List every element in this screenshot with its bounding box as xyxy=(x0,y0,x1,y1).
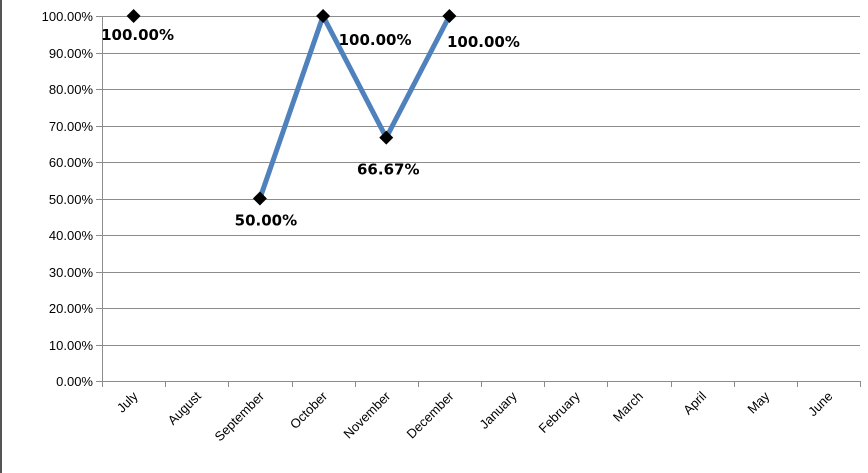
y-tick-label: 30.00% xyxy=(49,265,94,280)
y-tick-label: 50.00% xyxy=(49,192,94,207)
series-line-segment xyxy=(383,13,452,141)
y-tick-label: 0.00% xyxy=(56,374,93,389)
data-labels: 100.00% 50.00% 100.00% 66.67% 100.00% xyxy=(101,26,520,230)
x-tick-label: June xyxy=(805,389,836,420)
series-line-segment xyxy=(257,13,326,201)
chart-left-border xyxy=(0,0,2,473)
series-markers xyxy=(126,9,457,206)
data-label: 100.00% xyxy=(447,33,520,51)
data-point-marker xyxy=(442,9,457,23)
y-tick-label: 70.00% xyxy=(49,119,94,134)
series-lines xyxy=(257,13,452,201)
x-tick-label: September xyxy=(211,388,267,444)
data-label: 100.00% xyxy=(101,26,174,44)
x-tick-label: July xyxy=(114,388,141,415)
data-label: 50.00% xyxy=(235,212,297,230)
gridlines xyxy=(102,16,860,382)
axes xyxy=(96,16,861,387)
x-tick-label: November xyxy=(340,388,393,441)
data-point-marker xyxy=(126,9,141,23)
y-tick-label: 10.00% xyxy=(49,338,94,353)
y-tick-labels: 0.00% 10.00% 20.00% 30.00% 40.00% 50.00% 60.00… xyxy=(42,9,94,389)
x-tick-label: February xyxy=(535,388,583,436)
x-tick-label: March xyxy=(610,389,646,425)
x-tick-label: December xyxy=(404,388,457,441)
y-tick-label: 80.00% xyxy=(49,82,94,97)
y-tick-label: 60.00% xyxy=(49,155,94,170)
x-tick-label: October xyxy=(287,388,331,432)
data-point-marker xyxy=(252,191,267,206)
data-point-marker xyxy=(316,9,331,23)
x-tick-label: May xyxy=(744,388,772,416)
x-tick-label: August xyxy=(165,388,204,427)
data-label: 66.67% xyxy=(357,161,419,179)
data-point-marker xyxy=(379,130,394,145)
x-tick-label: April xyxy=(680,388,709,417)
x-tick-labels: July August September October November Decemb… xyxy=(114,388,836,444)
x-tick-label: January xyxy=(476,388,520,432)
series-line-segment xyxy=(320,13,389,141)
y-tick-label: 90.00% xyxy=(49,46,94,61)
y-tick-label: 20.00% xyxy=(49,301,94,316)
y-tick-label: 100.00% xyxy=(42,9,94,24)
data-label: 100.00% xyxy=(339,31,412,49)
y-tick-label: 40.00% xyxy=(49,228,94,243)
